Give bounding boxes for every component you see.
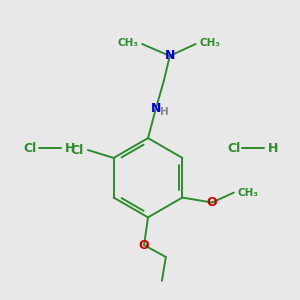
Text: H: H xyxy=(160,107,169,117)
Text: Cl: Cl xyxy=(227,142,240,154)
Text: CH₃: CH₃ xyxy=(200,38,220,48)
Text: Cl: Cl xyxy=(71,143,84,157)
Text: Cl: Cl xyxy=(24,142,37,154)
Text: CH₃: CH₃ xyxy=(238,188,259,198)
Text: H: H xyxy=(65,142,75,154)
Text: CH₃: CH₃ xyxy=(117,38,138,48)
Text: H: H xyxy=(268,142,278,154)
Text: O: O xyxy=(139,238,149,252)
Text: N: N xyxy=(165,50,175,62)
Text: N: N xyxy=(151,102,161,115)
Text: O: O xyxy=(207,196,218,209)
